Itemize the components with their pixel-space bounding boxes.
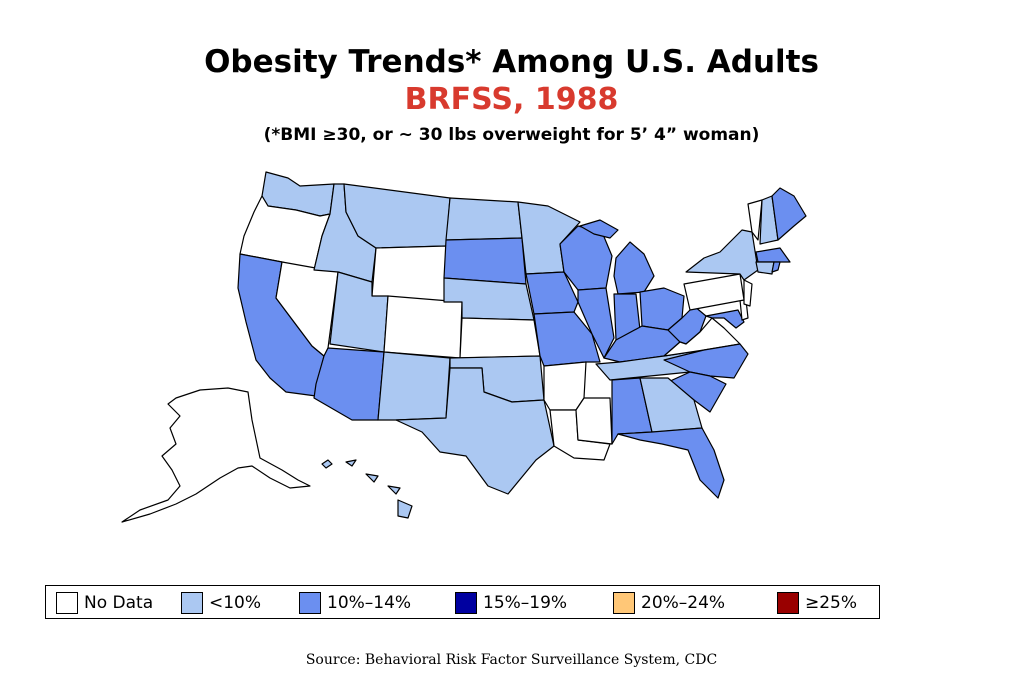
state-vt xyxy=(747,199,763,241)
legend-label-ge25: ≥25% xyxy=(805,593,858,613)
state-me xyxy=(771,187,807,241)
legend-swatch-ge25 xyxy=(777,592,799,614)
legend-label-nodata: No Data xyxy=(84,593,154,613)
state-ri xyxy=(771,261,781,273)
map-subtitle: BRFSS, 1988 xyxy=(404,82,619,117)
legend-item-lt10: <10% xyxy=(181,592,261,614)
state-ar xyxy=(543,361,587,411)
state-fl xyxy=(617,427,725,499)
state-pa xyxy=(683,273,745,311)
state-nj xyxy=(743,279,753,307)
state-ny xyxy=(685,229,759,281)
state-ks xyxy=(459,317,541,359)
legend-item-nodata: No Data xyxy=(56,592,153,614)
legend: No Data <10% 10%–14% 15%–19% 20%–24% ≥25… xyxy=(45,585,880,619)
legend-swatch-lt10 xyxy=(181,592,203,614)
legend-label-lt10: <10% xyxy=(209,593,262,613)
state-ct xyxy=(755,261,775,275)
state-ak xyxy=(121,387,311,523)
source-note: Source: Behavioral Risk Factor Surveilla… xyxy=(305,652,718,668)
state-nm xyxy=(377,351,451,421)
state-hi xyxy=(321,459,413,519)
legend-item-20to24: 20%–24% xyxy=(613,592,725,614)
legend-swatch-20to24 xyxy=(613,592,635,614)
state-md xyxy=(705,309,745,329)
bmi-note: (*BMI ≥30, or ~ 30 lbs overweight for 5’… xyxy=(263,125,760,145)
legend-label-15to19: 15%–19% xyxy=(483,593,568,613)
state-co xyxy=(383,295,463,359)
legend-label-20to24: 20%–24% xyxy=(641,593,726,613)
legend-item-15to19: 15%–19% xyxy=(455,592,567,614)
state-wy xyxy=(371,245,447,303)
legend-item-ge25: ≥25% xyxy=(777,592,857,614)
state-va xyxy=(663,317,741,357)
legend-item-10to14: 10%–14% xyxy=(299,592,411,614)
legend-swatch-10to14 xyxy=(299,592,321,614)
state-tx xyxy=(395,367,555,495)
state-ma xyxy=(755,247,791,263)
state-mo xyxy=(533,311,601,367)
state-ms xyxy=(575,397,613,445)
state-ia xyxy=(525,271,579,315)
state-nd xyxy=(445,197,523,241)
legend-swatch-nodata xyxy=(56,592,78,614)
map-title: Obesity Trends* Among U.S. Adults xyxy=(204,44,819,80)
state-az xyxy=(313,347,385,421)
legend-label-10to14: 10%–14% xyxy=(327,593,412,613)
state-mi xyxy=(579,219,655,295)
legend-swatch-15to19 xyxy=(455,592,477,614)
state-sd xyxy=(443,237,527,285)
